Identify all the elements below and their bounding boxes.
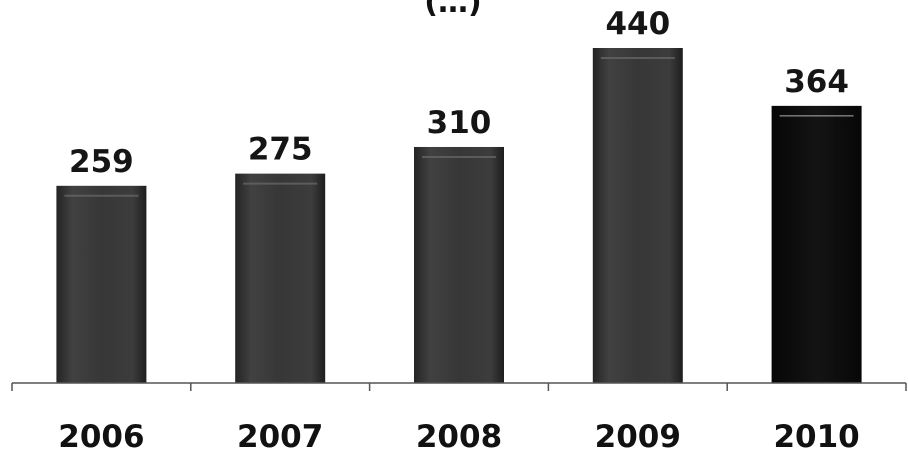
x-tick-labels-group: 2006 2007 2008 2009 2010 xyxy=(58,419,859,454)
bar-2007 xyxy=(235,173,326,383)
x-tick-label-2006: 2006 xyxy=(58,419,144,454)
bars-group xyxy=(56,48,862,383)
data-label-2007: 275 xyxy=(248,132,313,168)
value-labels-group: 259 275 310 440 364 xyxy=(69,6,849,180)
data-label-2006: 259 xyxy=(69,144,134,180)
x-axis xyxy=(11,382,907,391)
data-label-2010: 364 xyxy=(784,64,849,100)
x-tick-label-2007: 2007 xyxy=(237,419,323,454)
chart-title: (…) xyxy=(424,0,481,20)
x-tick-label-2008: 2008 xyxy=(416,419,502,454)
bar-2008 xyxy=(414,146,504,383)
data-label-2008: 310 xyxy=(427,105,492,141)
bar-2009 xyxy=(592,48,683,383)
data-label-2009: 440 xyxy=(605,6,670,42)
x-tick-label-2009: 2009 xyxy=(595,419,681,454)
bar-2010 xyxy=(771,105,862,383)
bar-2006 xyxy=(56,185,147,383)
x-axis-ticks xyxy=(11,383,907,391)
x-tick-label-2010: 2010 xyxy=(773,419,859,454)
